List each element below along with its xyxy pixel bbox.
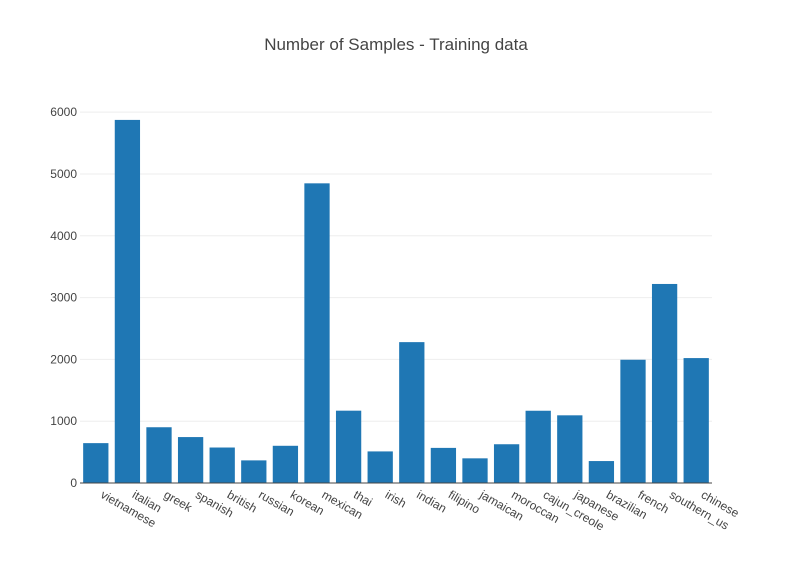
bar-japanese[interactable] <box>557 415 583 483</box>
x-tick-label: filipino <box>446 487 483 516</box>
bar-greek[interactable] <box>146 427 172 483</box>
bar-russian[interactable] <box>241 460 267 483</box>
bar-mexican[interactable] <box>304 183 330 483</box>
bar-thai[interactable] <box>335 410 362 483</box>
y-tick-label: 4000 <box>50 229 77 243</box>
bar-filipino[interactable] <box>430 447 457 483</box>
x-tick-label: russian <box>256 487 297 518</box>
bar-moroccan[interactable] <box>493 444 520 483</box>
y-tick-label: 3000 <box>50 291 77 305</box>
bar-brazilian[interactable] <box>588 461 615 483</box>
y-tick-label: 6000 <box>50 105 77 119</box>
y-tick-label: 1000 <box>50 414 77 428</box>
x-tick-label: indian <box>414 487 449 515</box>
y-tick-label: 2000 <box>50 352 77 366</box>
bar-jamaican[interactable] <box>462 458 488 483</box>
bar-spanish[interactable] <box>177 437 204 483</box>
bars <box>83 119 709 484</box>
x-axis-ticks: vietnameseitaliangreekspanishbritishruss… <box>98 487 742 534</box>
x-tick-label: irish <box>383 487 409 510</box>
bar-irish[interactable] <box>367 451 393 483</box>
bar-italian[interactable] <box>114 119 141 484</box>
x-tick-label: korean <box>288 487 327 517</box>
bar-korean[interactable] <box>272 445 299 483</box>
bar-vietnamese[interactable] <box>83 443 109 483</box>
y-axis-ticks: 0 1000 2000 3000 4000 5000 6000 <box>50 105 77 490</box>
bar-cajun_creole[interactable] <box>525 410 551 483</box>
bar-indian[interactable] <box>399 342 425 483</box>
y-tick-label: 5000 <box>50 167 77 181</box>
bar-southern_us[interactable] <box>651 283 678 483</box>
gridlines <box>80 111 712 422</box>
x-tick-label: greek <box>162 487 196 515</box>
bar-chinese[interactable] <box>683 358 709 483</box>
chart-title: Number of Samples - Training data <box>264 35 528 54</box>
y-tick-label: 0 <box>70 476 77 490</box>
bar-british[interactable] <box>209 447 235 483</box>
bar-french[interactable] <box>620 359 646 483</box>
